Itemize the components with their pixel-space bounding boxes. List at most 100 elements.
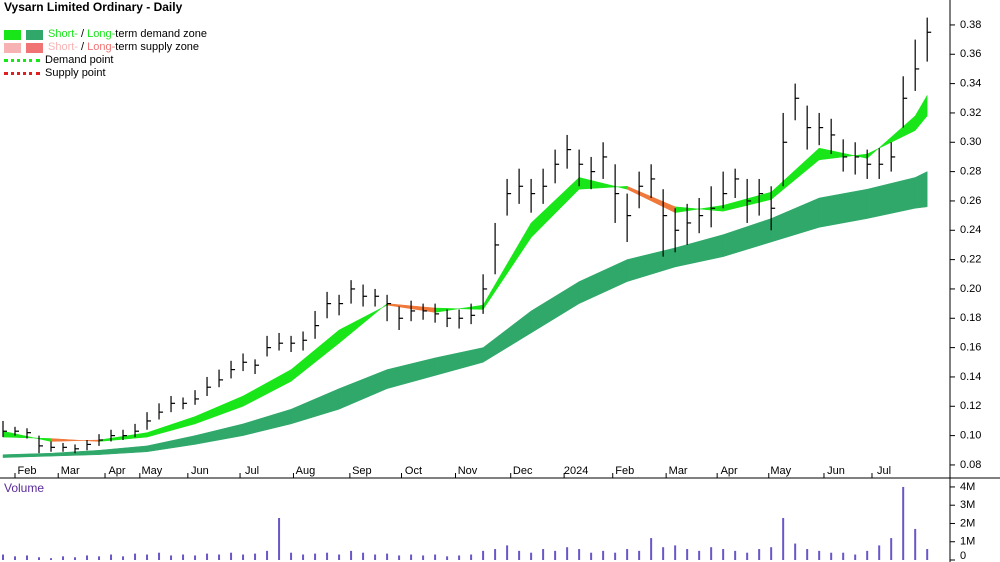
- y-tick-label: 0.30: [960, 136, 981, 148]
- volume-bar: [38, 557, 41, 560]
- volume-bar: [218, 554, 221, 560]
- x-tick-label: Jun: [191, 465, 209, 477]
- short-term-zone: [242, 369, 292, 407]
- volume-bar: [326, 552, 329, 560]
- legend-entry: Demand point: [4, 54, 207, 67]
- volume-bar: [158, 552, 161, 560]
- long-term-zone: [674, 234, 724, 268]
- volume-bar: [182, 554, 185, 560]
- y-tick-label: 0.10: [960, 430, 981, 442]
- long-term-zone: [530, 281, 580, 334]
- volume-bar: [86, 555, 89, 560]
- volume-bar: [398, 555, 401, 560]
- volume-bar: [74, 557, 77, 560]
- volume-bar: [806, 549, 809, 560]
- y-tick-label: 0.14: [960, 371, 981, 383]
- y-tick-label: 0.34: [960, 78, 981, 90]
- legend-text: Short-: [48, 41, 78, 53]
- volume-bar: [170, 555, 173, 560]
- legend-swatch: [26, 29, 43, 40]
- x-tick-label: Feb: [615, 465, 634, 477]
- short-term-zone: [194, 395, 244, 425]
- y-tick-label: 0.22: [960, 254, 981, 266]
- x-tick-label: May: [770, 465, 791, 477]
- volume-bar: [266, 550, 269, 560]
- y-tick-label: 0.26: [960, 195, 981, 207]
- volume-bar: [386, 553, 389, 560]
- long-term-zone: [386, 357, 436, 390]
- volume-bar: [374, 554, 377, 560]
- x-tick-label: Mar: [61, 465, 80, 477]
- y-tick-label: 0.28: [960, 166, 981, 178]
- volume-bar: [494, 549, 497, 560]
- volume-bar: [686, 549, 689, 560]
- volume-bar: [830, 552, 833, 560]
- volume-bar: [710, 547, 713, 560]
- volume-bar: [470, 554, 473, 560]
- long-term-zone: [434, 347, 484, 376]
- volume-bar: [410, 554, 413, 560]
- volume-bar: [362, 552, 365, 560]
- legend-text: Demand point: [45, 54, 114, 66]
- short-term-zone: [50, 438, 100, 442]
- volume-bar: [146, 554, 149, 560]
- volume-bar: [818, 550, 821, 560]
- volume-bar: [614, 552, 617, 560]
- legend-line: [4, 59, 40, 62]
- y-tick-label: 0.36: [960, 48, 981, 60]
- x-tick-label: Feb: [18, 465, 37, 477]
- volume-bar: [554, 550, 557, 560]
- x-tick-label: Jun: [827, 465, 845, 477]
- volume-bar: [878, 545, 881, 560]
- legend-text: Long-: [87, 41, 116, 53]
- volume-bar: [794, 543, 797, 560]
- long-term-zone: [578, 259, 628, 304]
- y-tick-label: 0.12: [960, 400, 981, 412]
- long-term-zone: [626, 247, 676, 282]
- volume-tick-label: 0: [960, 550, 966, 562]
- long-term-zone: [722, 218, 772, 258]
- x-tick-label: Jul: [877, 465, 891, 477]
- legend-text: Long-: [87, 28, 116, 40]
- x-tick-label: Aug: [296, 465, 316, 477]
- legend-text: /: [77, 41, 88, 53]
- y-tick-label: 0.38: [960, 19, 981, 31]
- volume-tick-label: 2M: [960, 517, 975, 529]
- volume-bar: [254, 553, 257, 560]
- legend-line: [4, 72, 40, 75]
- volume-bar: [578, 549, 581, 560]
- volume-bar: [674, 545, 677, 560]
- chart-title: Vysarn Limited Ordinary - Daily: [4, 0, 183, 14]
- volume-bar: [122, 556, 125, 560]
- volume-bar: [302, 554, 305, 560]
- volume-bar: [62, 556, 65, 560]
- x-tick-label: Mar: [669, 465, 688, 477]
- long-term-zone: [242, 408, 292, 436]
- volume-bar: [662, 547, 665, 560]
- volume-tick-label: 3M: [960, 499, 975, 511]
- volume-bar: [758, 549, 761, 560]
- volume-bar: [842, 552, 845, 560]
- volume-bar: [242, 554, 245, 560]
- volume-bar: [650, 538, 653, 560]
- volume-bar: [638, 550, 641, 560]
- legend-text: /: [77, 28, 88, 40]
- volume-bar: [566, 547, 569, 560]
- volume-bar: [26, 555, 29, 560]
- long-term-zone: [98, 445, 148, 455]
- volume-bar: [926, 549, 929, 560]
- volume-label: Volume: [4, 481, 44, 495]
- long-term-zone: [338, 369, 388, 410]
- short-term-zone: [338, 303, 388, 344]
- short-term-zone: [578, 177, 628, 190]
- legend-text: Short-: [48, 28, 78, 40]
- volume-bar: [854, 554, 857, 560]
- legend-text: term supply zone: [115, 41, 200, 53]
- volume-bar: [230, 552, 233, 560]
- volume-bar: [530, 552, 533, 560]
- volume-bar: [890, 538, 893, 560]
- volume-bar: [506, 545, 509, 560]
- volume-bar: [194, 555, 197, 560]
- long-term-zone: [482, 310, 532, 363]
